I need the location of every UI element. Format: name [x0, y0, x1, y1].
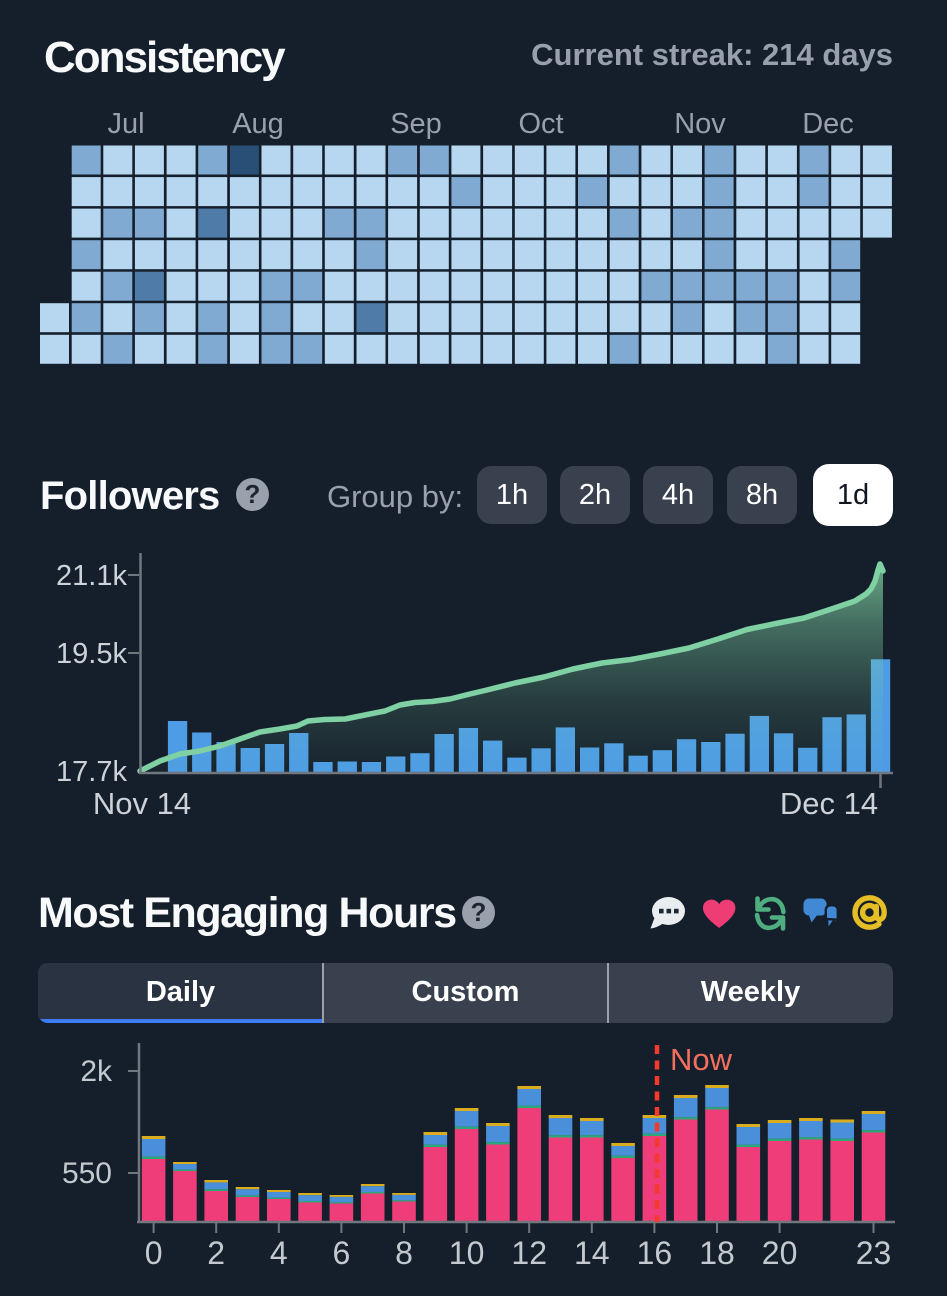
svg-text:2: 2: [207, 1235, 225, 1271]
svg-text:20: 20: [762, 1235, 798, 1271]
svg-text:23: 23: [856, 1235, 892, 1271]
svg-text:6: 6: [333, 1235, 351, 1271]
svg-text:4: 4: [270, 1235, 288, 1271]
svg-text:12: 12: [511, 1235, 547, 1271]
svg-text:550: 550: [62, 1157, 112, 1190]
svg-text:Oct: Oct: [518, 108, 563, 140]
svg-text:Nov: Nov: [674, 108, 726, 140]
svg-text:18: 18: [699, 1235, 735, 1271]
svg-text:19.5k: 19.5k: [56, 638, 127, 670]
svg-text:Nov 14: Nov 14: [93, 786, 191, 821]
svg-text:8: 8: [395, 1235, 413, 1271]
svg-text:Sep: Sep: [390, 108, 442, 140]
svg-text:Dec: Dec: [802, 108, 854, 140]
svg-text:10: 10: [449, 1235, 485, 1271]
svg-text:21.1k: 21.1k: [56, 560, 127, 592]
svg-text:0: 0: [145, 1235, 163, 1271]
svg-text:16: 16: [637, 1235, 673, 1271]
svg-text:2k: 2k: [80, 1055, 113, 1088]
svg-text:Dec 14: Dec 14: [780, 786, 878, 821]
svg-text:Aug: Aug: [232, 108, 284, 140]
svg-text:14: 14: [574, 1235, 610, 1271]
svg-text:17.7k: 17.7k: [56, 756, 127, 788]
svg-text:Now: Now: [670, 1042, 733, 1077]
svg-text:Jul: Jul: [107, 108, 144, 140]
